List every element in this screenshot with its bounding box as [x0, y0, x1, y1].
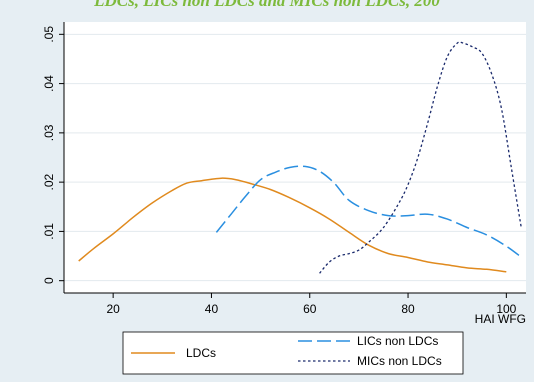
- legend-label-lics: LICs non LDCs: [357, 334, 438, 348]
- series-line-ldcs: [78, 177, 507, 273]
- x-tick-label: 40: [205, 302, 219, 316]
- y-tick-label: .04: [42, 75, 56, 92]
- y-tick-label: .01: [42, 223, 56, 240]
- axes: 0 .01 .02 .03 .04 .05 20 40 60 80 100: [42, 22, 526, 316]
- legend: LDCs LICs non LDCs MICs non LDCs: [122, 331, 464, 375]
- y-tick-label: .03: [42, 124, 56, 141]
- plot-area: [64, 22, 526, 293]
- y-tick-label: 0: [42, 277, 56, 284]
- legend-box: [122, 331, 464, 375]
- grid-lines: [64, 33, 526, 282]
- series-line-lics-non-ldcs: [215, 165, 522, 258]
- y-tick-label: .05: [42, 26, 56, 43]
- chart-title: LDCs, LICs non LDCs and MICs non LDCs, 2…: [94, 0, 440, 10]
- y-tick-label: .02: [42, 173, 56, 190]
- legend-label-ldcs: LDCs: [186, 346, 216, 360]
- legend-label-mics: MICs non LDCs: [357, 354, 442, 368]
- x-tick-label: 20: [106, 302, 120, 316]
- x-tick-label: 60: [303, 302, 317, 316]
- x-tick-label: 80: [401, 302, 415, 316]
- x-axis-label: HAI WFG: [475, 312, 526, 326]
- x-tick-label: 100: [496, 302, 516, 316]
- series-layer: [78, 41, 522, 274]
